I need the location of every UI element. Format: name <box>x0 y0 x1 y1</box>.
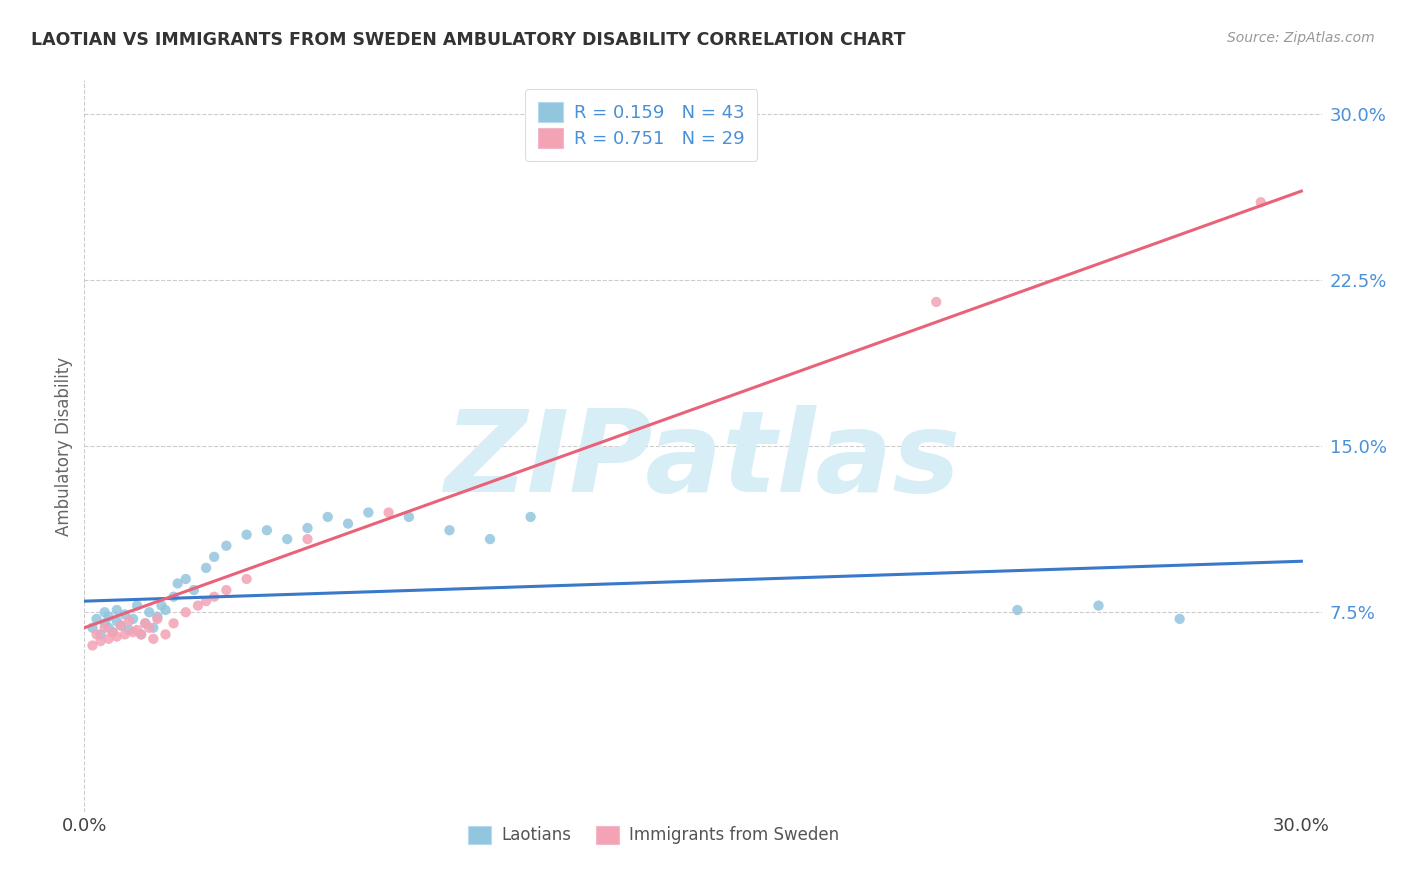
Point <box>93 621 115 635</box>
Point <box>101 625 124 640</box>
Point <box>166 576 188 591</box>
Legend: Laotians, Immigrants from Sweden: Laotians, Immigrants from Sweden <box>461 819 846 851</box>
Point <box>101 625 124 640</box>
Point <box>127 599 149 613</box>
Point <box>82 639 104 653</box>
Point <box>127 623 149 637</box>
Point <box>316 510 339 524</box>
Point <box>82 621 104 635</box>
Point <box>925 294 948 309</box>
Point <box>1168 612 1191 626</box>
Point <box>398 510 420 524</box>
Point <box>1087 599 1109 613</box>
Point <box>174 572 197 586</box>
Point <box>97 632 120 646</box>
Point <box>187 599 209 613</box>
Point <box>195 561 218 575</box>
Point <box>162 590 184 604</box>
Point <box>142 632 165 646</box>
Point <box>142 621 165 635</box>
Point <box>337 516 360 531</box>
Point <box>122 612 145 626</box>
Point <box>110 618 132 632</box>
Point <box>479 532 502 546</box>
Point <box>114 627 136 641</box>
Point <box>129 627 152 641</box>
Point <box>138 605 160 619</box>
Point <box>93 605 115 619</box>
Text: ZIPatlas: ZIPatlas <box>444 405 962 516</box>
Point <box>129 627 152 641</box>
Point <box>202 590 225 604</box>
Point <box>183 583 205 598</box>
Text: LAOTIAN VS IMMIGRANTS FROM SWEDEN AMBULATORY DISABILITY CORRELATION CHART: LAOTIAN VS IMMIGRANTS FROM SWEDEN AMBULA… <box>31 31 905 49</box>
Y-axis label: Ambulatory Disability: Ambulatory Disability <box>55 357 73 535</box>
Point <box>118 623 141 637</box>
Point <box>86 627 108 641</box>
Point <box>105 603 128 617</box>
Point <box>134 616 156 631</box>
Point <box>357 506 380 520</box>
Point <box>134 616 156 631</box>
Point <box>155 627 177 641</box>
Point <box>519 510 541 524</box>
Point <box>174 605 197 619</box>
Point <box>97 621 120 635</box>
Point <box>122 625 145 640</box>
Point <box>114 607 136 622</box>
Point <box>97 609 120 624</box>
Point <box>155 603 177 617</box>
Point <box>118 614 141 628</box>
Point <box>276 532 298 546</box>
Point <box>195 594 218 608</box>
Point <box>146 612 169 626</box>
Point <box>110 618 132 632</box>
Point <box>235 527 257 541</box>
Point <box>150 599 173 613</box>
Point <box>105 630 128 644</box>
Point <box>439 523 461 537</box>
Point <box>297 521 319 535</box>
Point <box>1250 195 1272 210</box>
Point <box>256 523 278 537</box>
Point <box>215 583 238 598</box>
Text: Source: ZipAtlas.com: Source: ZipAtlas.com <box>1227 31 1375 45</box>
Point <box>215 539 238 553</box>
Point <box>90 627 112 641</box>
Point <box>377 506 399 520</box>
Point <box>90 634 112 648</box>
Point <box>105 614 128 628</box>
Point <box>86 612 108 626</box>
Point <box>146 609 169 624</box>
Point <box>138 621 160 635</box>
Point <box>162 616 184 631</box>
Point <box>1007 603 1029 617</box>
Point <box>93 616 115 631</box>
Point <box>297 532 319 546</box>
Point <box>202 549 225 564</box>
Point <box>235 572 257 586</box>
